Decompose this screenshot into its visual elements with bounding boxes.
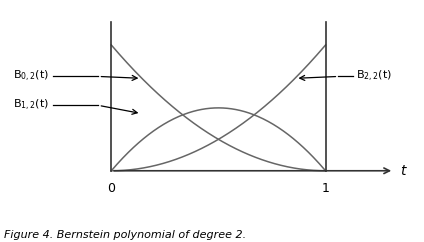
Text: B$_{2, 2}$(t): B$_{2, 2}$(t) [356, 69, 392, 84]
Text: B$_{0, 2}$(t): B$_{0, 2}$(t) [13, 69, 49, 84]
Text: Figure 4. Bernstein polynomial of degree 2.: Figure 4. Bernstein polynomial of degree… [4, 230, 246, 240]
Text: B$_{1, 2}$(t): B$_{1, 2}$(t) [13, 98, 49, 113]
Text: 0: 0 [107, 182, 115, 195]
Text: 1: 1 [322, 182, 329, 195]
Text: t: t [401, 164, 406, 178]
